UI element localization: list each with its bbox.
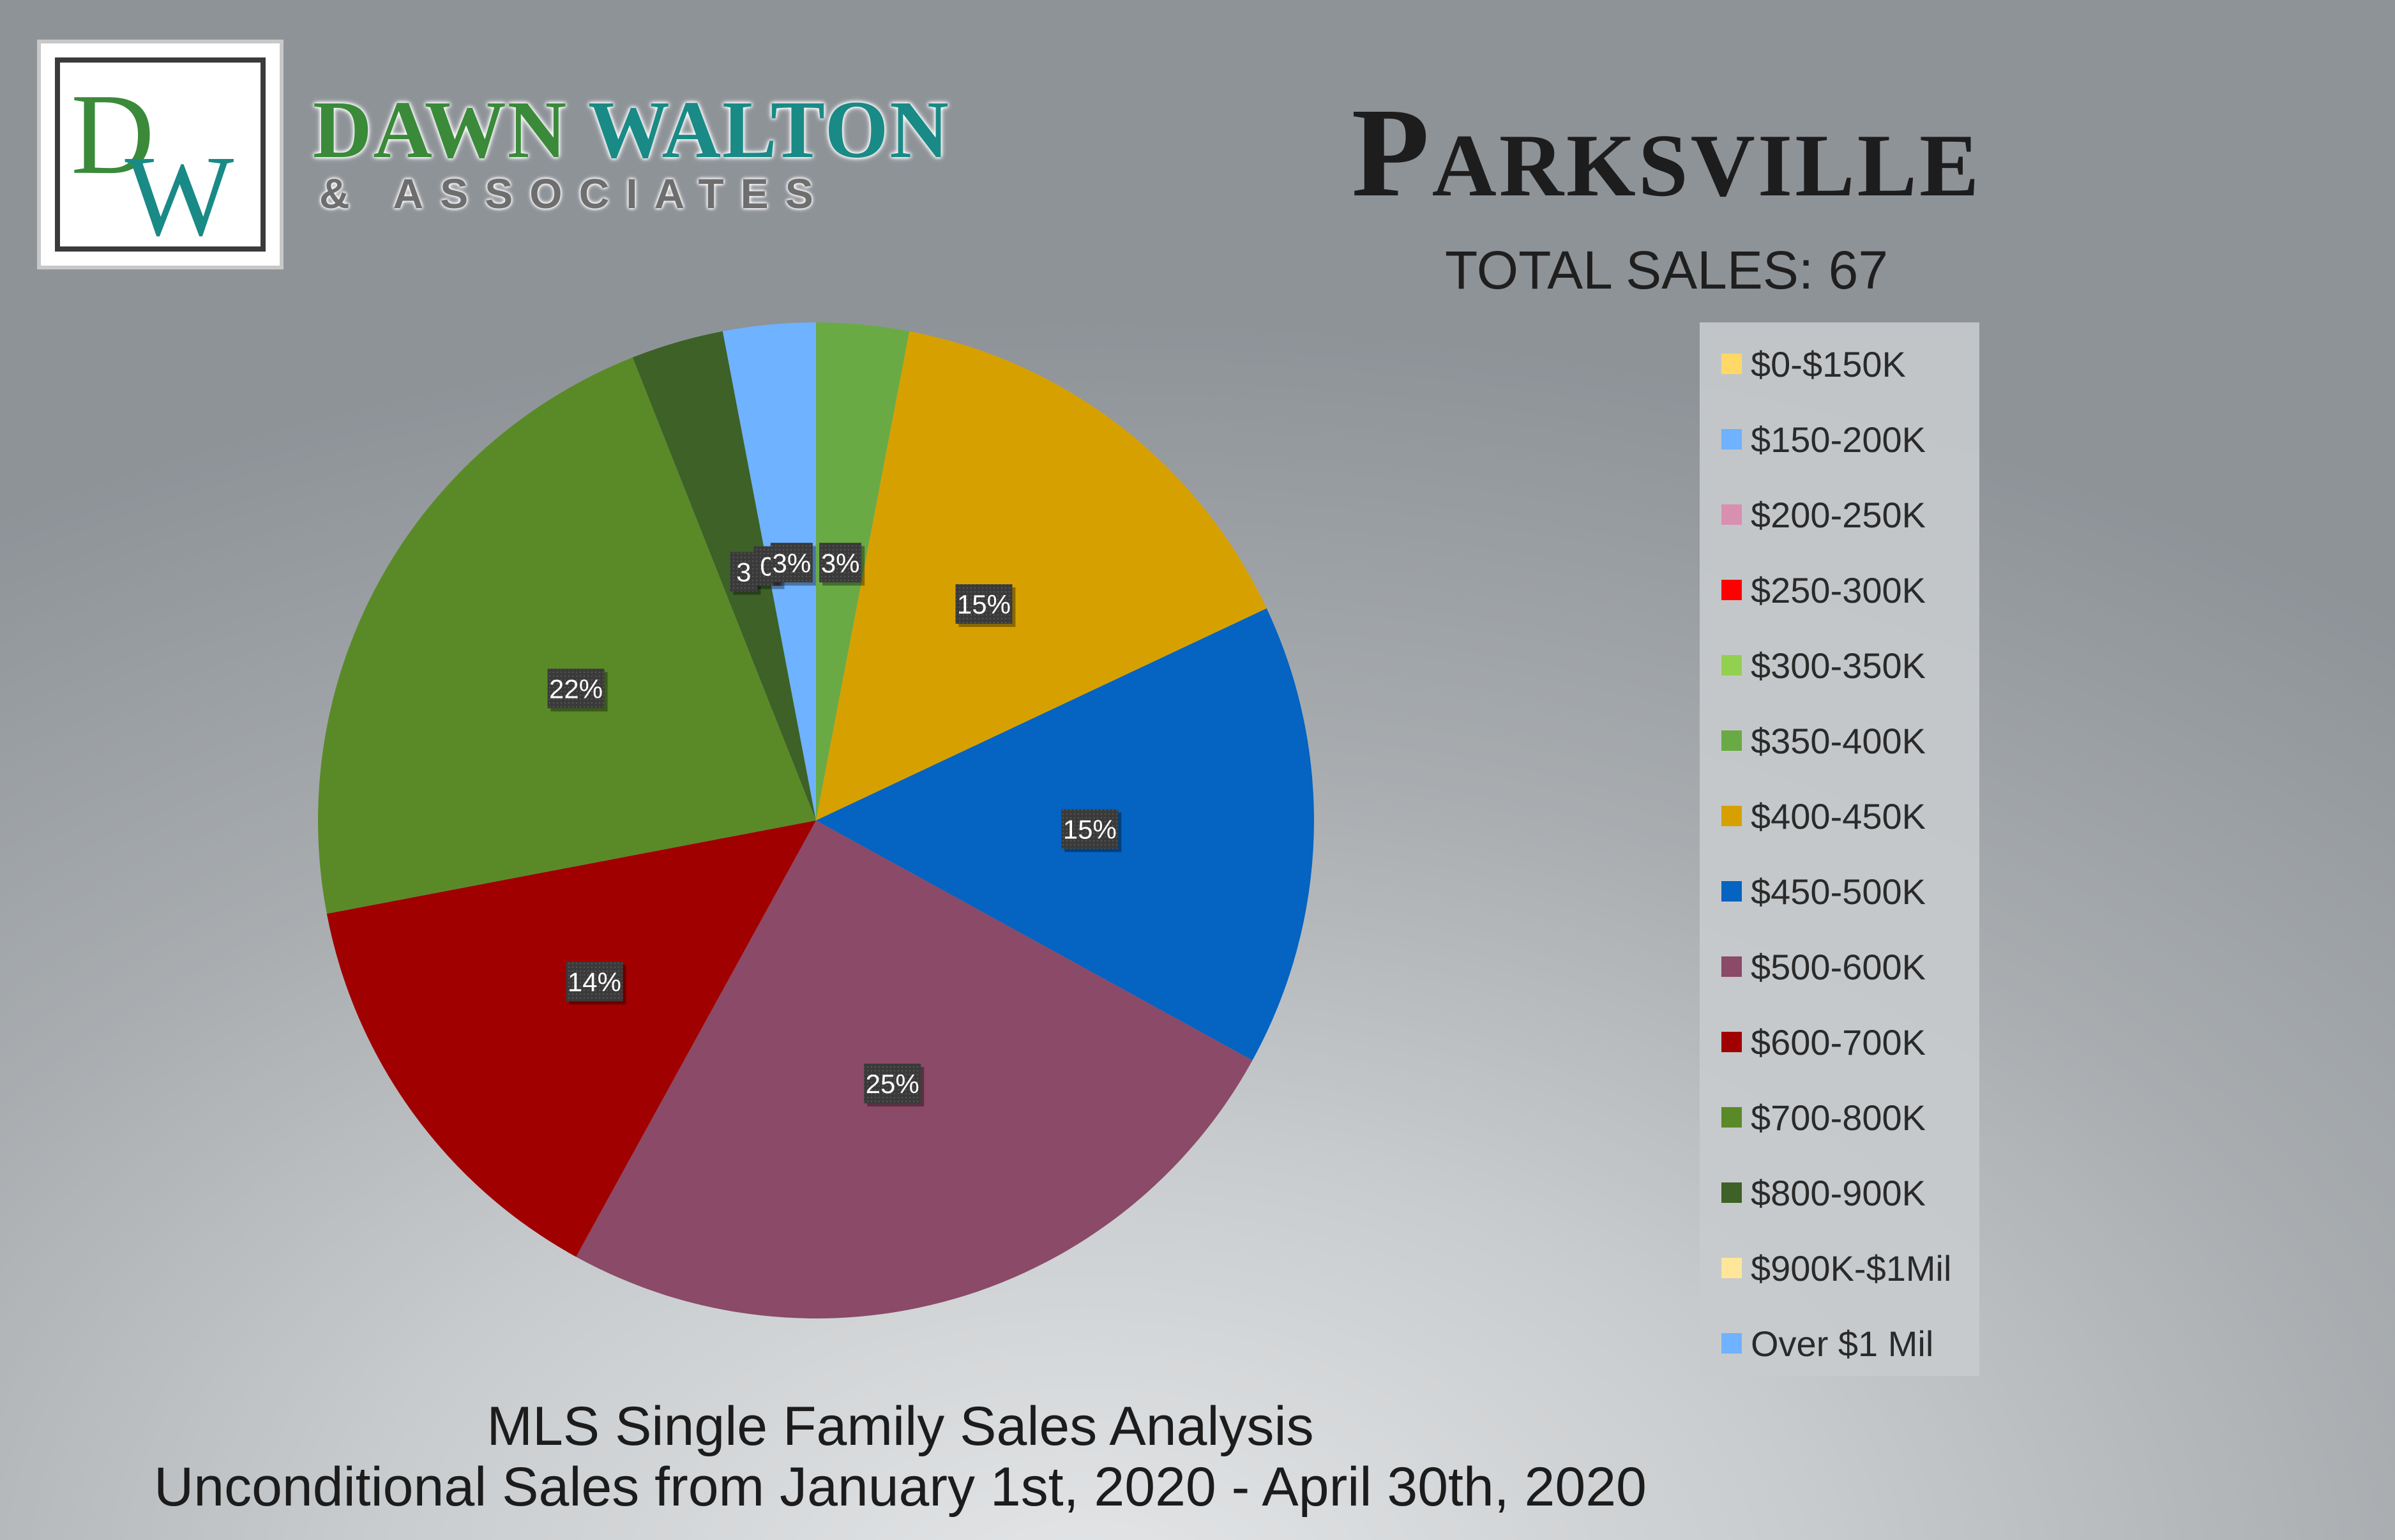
legend-item: $450-500K xyxy=(1721,866,1926,917)
pie-slice-$400-450K xyxy=(816,331,1267,820)
legend-swatch xyxy=(1721,1107,1742,1128)
data-label-$450-500K: 15% xyxy=(1061,809,1122,852)
svg-text:25%: 25% xyxy=(866,1069,919,1099)
svg-text:3: 3 xyxy=(736,557,751,587)
svg-text:3%: 3% xyxy=(772,548,811,578)
svg-text:D: D xyxy=(71,71,155,199)
logo: DW D W xyxy=(37,40,283,269)
pie-slice-$600-700K xyxy=(326,820,817,1257)
data-label-Over $1 Mil: 3% xyxy=(770,543,816,586)
legend-item: $150-200K xyxy=(1721,414,1926,465)
legend-swatch xyxy=(1721,881,1742,902)
svg-text:3%: 3% xyxy=(821,548,860,578)
legend-label: $250-300K xyxy=(1751,570,1926,610)
legend-item: $0-$150K xyxy=(1721,338,1906,389)
legend-label: $300-350K xyxy=(1751,645,1926,686)
logo-monogram: DW D W xyxy=(71,71,234,246)
legend-label: $500-600K xyxy=(1751,946,1926,987)
legend-item: $700-800K xyxy=(1721,1092,1926,1143)
svg-text:14%: 14% xyxy=(568,967,621,997)
legend-swatch xyxy=(1721,354,1742,374)
legend-item: Over $1 Mil xyxy=(1721,1318,1933,1369)
page-title: Parksville xyxy=(1351,82,1982,223)
legend-label: $900K-$1Mil xyxy=(1751,1248,1952,1288)
legend-swatch xyxy=(1721,504,1742,525)
data-label-$700-800K: 22% xyxy=(547,668,608,712)
svg-text:15%: 15% xyxy=(1063,815,1117,845)
legend-label: $600-700K xyxy=(1751,1022,1926,1062)
brand-name-last: WALTON xyxy=(587,84,950,175)
legend-item: $250-300K xyxy=(1721,564,1926,615)
total-sales: TOTAL SALES: 67 xyxy=(1444,240,1889,300)
legend-item: $200-250K xyxy=(1721,489,1926,540)
chart-legend: $0-$150K $150-200K $200-250K $250-300K $300-… xyxy=(1700,322,1979,1376)
legend-item: $300-350K xyxy=(1721,640,1926,691)
brand-subtitle: & ASSOCIATES xyxy=(319,170,830,217)
data-label-$500-600K: 25% xyxy=(864,1063,925,1106)
logo-frame: DW D W xyxy=(55,57,266,252)
legend-label: $200-250K xyxy=(1751,494,1926,535)
data-label-$350-400K: 3% xyxy=(819,543,865,586)
legend-label: $350-400K xyxy=(1751,720,1926,761)
legend-item: $350-400K xyxy=(1721,715,1926,766)
legend-swatch xyxy=(1721,1182,1742,1203)
legend-swatch xyxy=(1721,655,1742,676)
legend-swatch xyxy=(1721,580,1742,600)
legend-swatch xyxy=(1721,429,1742,449)
legend-item: $400-450K xyxy=(1721,790,1926,842)
data-label-$400-450K: 15% xyxy=(955,584,1016,628)
svg-text:15%: 15% xyxy=(957,589,1011,619)
legend-item: $600-700K xyxy=(1721,1016,1926,1068)
legend-swatch xyxy=(1721,730,1742,751)
legend-label: $400-450K xyxy=(1751,796,1926,836)
brand-name-first: DAWN xyxy=(313,84,588,175)
legend-item: $500-600K xyxy=(1721,941,1926,992)
legend-swatch xyxy=(1721,956,1742,977)
date-range: Unconditional Sales from January 1st, 20… xyxy=(154,1456,1647,1518)
pie-slice-$800-900K xyxy=(632,331,816,820)
legend-swatch xyxy=(1721,1032,1742,1052)
pie-slice-$700-800K xyxy=(318,357,816,914)
legend-label: $450-500K xyxy=(1751,871,1926,912)
svg-text:22%: 22% xyxy=(549,674,603,704)
chart-subtitle: MLS Single Family Sales Analysis xyxy=(487,1396,1314,1457)
pie-slice-$350-400K xyxy=(816,322,910,820)
legend-label: $700-800K xyxy=(1751,1097,1926,1138)
brand-name: DAWN WALTON xyxy=(313,83,950,177)
legend-item: $900K-$1Mil xyxy=(1721,1242,1951,1294)
legend-label: Over $1 Mil xyxy=(1751,1323,1934,1364)
legend-label: $800-900K xyxy=(1751,1172,1926,1213)
legend-label: $150-200K xyxy=(1751,419,1926,460)
legend-swatch xyxy=(1721,1258,1742,1278)
legend-swatch xyxy=(1721,1333,1742,1354)
data-label-$600-700K: 14% xyxy=(566,962,626,1005)
legend-swatch xyxy=(1721,806,1742,826)
legend-item: $800-900K xyxy=(1721,1167,1926,1218)
svg-text:W: W xyxy=(125,132,234,246)
legend-label: $0-$150K xyxy=(1751,343,1906,384)
